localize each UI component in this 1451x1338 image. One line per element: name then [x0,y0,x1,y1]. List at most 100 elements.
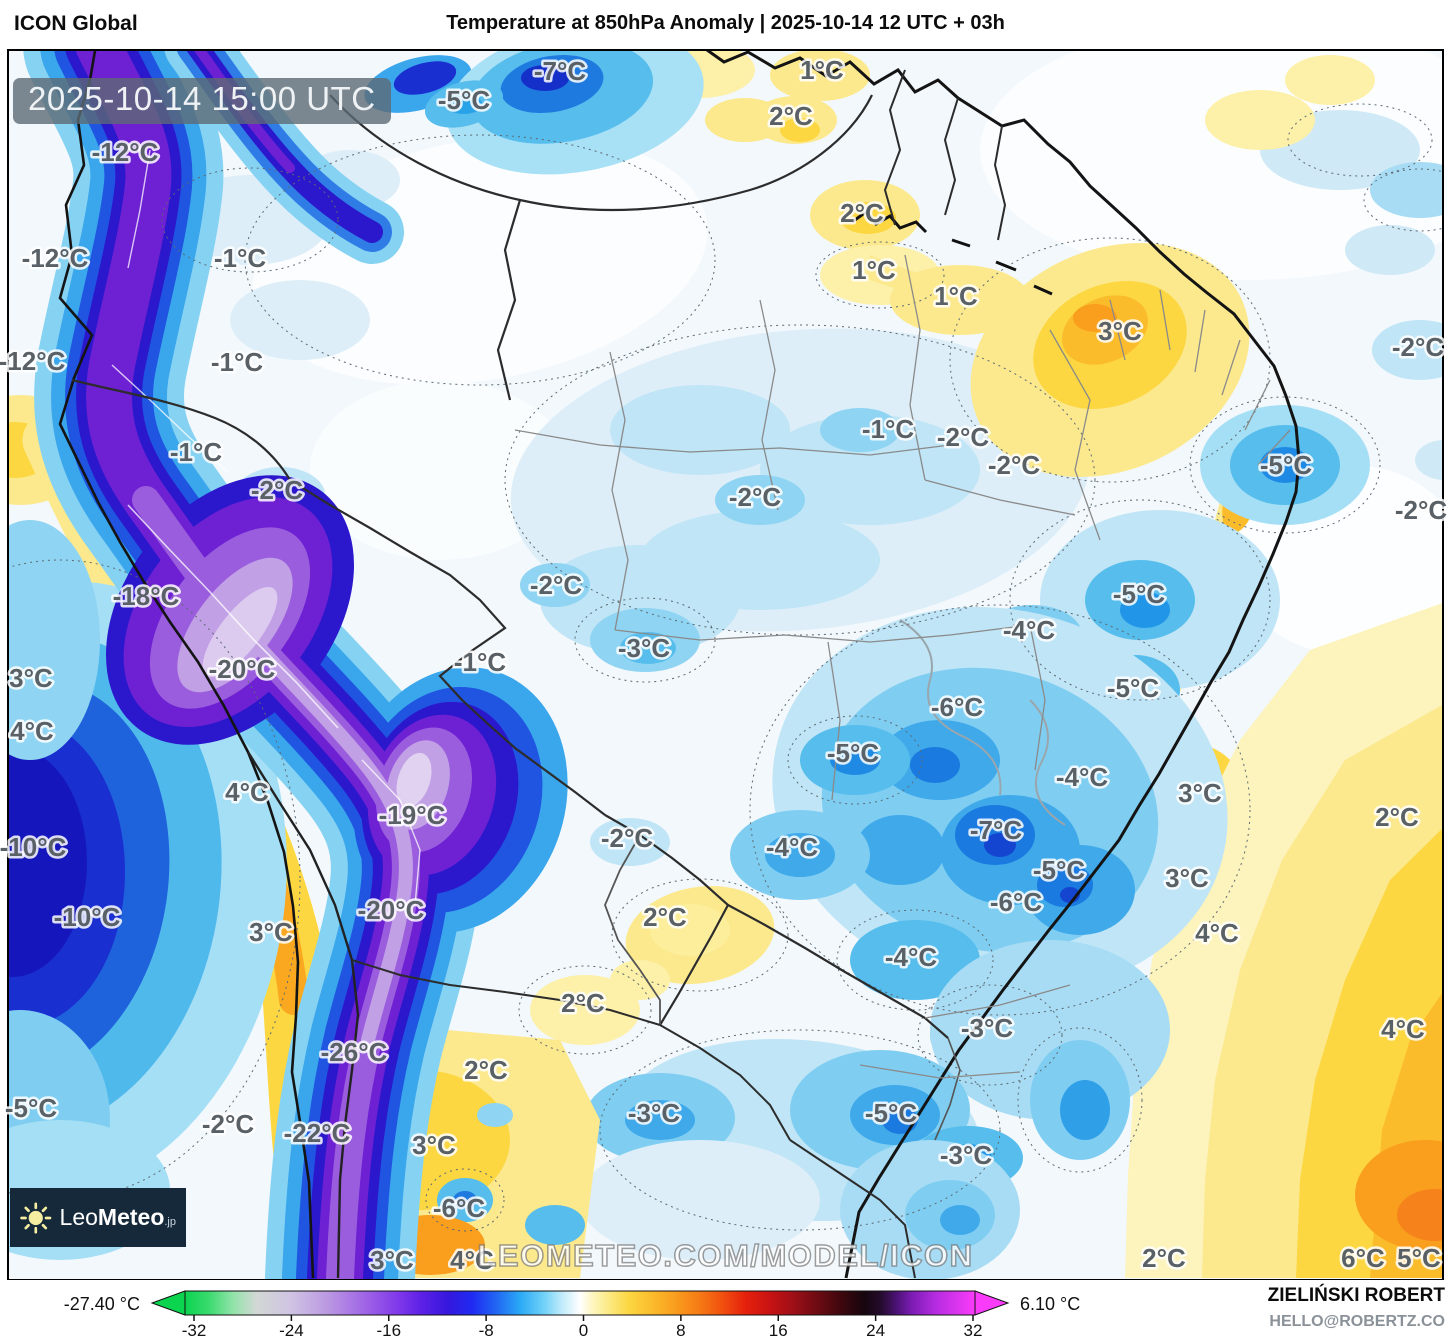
colorbar-min-label: -27.40 °C [64,1294,140,1314]
map-temp-label: 3°C [1178,778,1222,808]
map-temp-label: -5°C [865,1098,918,1128]
map-temp-label: 3°C [1165,863,1209,893]
map-temp-label: 3°C [412,1130,456,1160]
map-temp-label: -2°C [1392,332,1445,362]
map-temp-label: -12°C [92,137,159,167]
credit-author: ZIELIŃSKI ROBERT [1268,1284,1446,1306]
map-temp-label: 1°C [800,55,844,85]
map-frame [7,49,1444,1280]
map-temp-label: -3°C [961,1013,1014,1043]
map-temp-label: 4°C [1195,918,1239,948]
map-temp-label: -4°C [1056,762,1109,792]
map-temp-label: -2°C [202,1109,255,1139]
map-temp-label: -3°C [940,1140,993,1170]
colorbar-ticks: -32 -24 -16 -8 0 8 16 24 32 [182,1315,983,1338]
andes-cold-band [23,50,568,1280]
map-temp-label: 3°C [9,663,53,693]
logo-text: LeoMeteo.jp [59,1204,176,1230]
map-temp-label: -22°C [284,1118,351,1148]
colorbar-left-arrow [150,1290,186,1316]
map-temp-label: -1°C [170,437,223,467]
map-temp-label: 1°C [934,281,978,311]
map-temp-label: -12°C [0,346,66,376]
map-temp-label: 4°C [225,777,269,807]
colorbar-tick-label: -32 [182,1321,207,1338]
map-temp-label: -2°C [729,482,782,512]
header: ICON Global Temperature at 850hPa Anomal… [0,0,1451,46]
map-temp-label: -12°C [22,243,89,273]
map-temp-label: 2°C [840,198,884,228]
map-temp-label: -3°C [628,1098,681,1128]
colorbar-tick-label: 16 [769,1321,788,1338]
map-temp-label: 2°C [769,101,813,131]
map-temp-label: -5°C [1260,450,1313,480]
colorbar-gradient-bar [184,1290,976,1316]
map-temp-label: -4°C [1003,615,1056,645]
sun-icon [20,1201,52,1234]
map-temp-label: -5°C [5,1093,58,1123]
map-temp-label: -5°C [1107,673,1160,703]
map-temp-label: 2°C [561,988,605,1018]
anomaly-map: -12°C -7°C -5°C 1°C 2°C 2°C 1°C 1°C 3°C -2°C -12°C… [0,49,1450,1280]
map-temp-label: -7°C [970,815,1023,845]
map-temp-label: 2°C [1142,1243,1186,1273]
colorbar-tick-label: -24 [279,1321,304,1338]
colorbar-tick-label: -16 [376,1321,401,1338]
timestamp-overlay: 2025-10-14 15:00 UTC [13,78,391,124]
map-temp-label: -20°C [358,895,425,925]
map-temp-label: -7°C [534,56,587,86]
map-temp-label: 4°C [10,716,54,746]
map-temp-label: -10°C [54,902,121,932]
colorbar-tick-label: -8 [479,1321,494,1338]
map-temp-label: -2°C [601,823,654,853]
colorbar-footer: -32 -24 -16 -8 0 8 16 24 32 -27.40 °C 6.10 °C ZI… [64,1284,1446,1338]
map-fields [8,50,1443,1280]
map-temp-label: -6°C [433,1193,486,1223]
map-temp-label: -4°C [766,832,819,862]
map-temp-label: -2°C [1395,495,1448,525]
map-temp-label: -2°C [937,422,990,452]
map-temp-label: -26°C [321,1037,388,1067]
map-temp-label: 4°C [450,1245,494,1275]
contour-lines [8,103,1443,1232]
map-temp-label: -2°C [988,450,1041,480]
colorbar-tick-label: 24 [866,1321,885,1338]
map-temp-label: -20°C [209,654,276,684]
map-temp-label: 1°C [852,255,896,285]
temperature-labels: -12°C -7°C -5°C 1°C 2°C 2°C 1°C 1°C 3°C -2°C -12°C… [0,53,1450,1278]
map-temp-label: -6°C [931,692,984,722]
map-temp-label: -5°C [438,85,491,115]
map-temp-label: 3°C [1098,316,1142,346]
map-temp-label: 6°C [1341,1243,1385,1273]
map-temp-label: -4°C [885,942,938,972]
watermark: LEOMETEO.COM/MODEL/ICON [477,1237,974,1274]
borders [58,50,1301,1279]
map-temp-label: -19°C [379,800,446,830]
map-temp-label: -2°C [251,475,304,505]
map-temp-label: -1°C [862,414,915,444]
map-temp-label: -6°C [990,887,1043,917]
map-temp-label: -2°C [530,570,583,600]
map-temp-label: 3°C [249,917,293,947]
map-temp-label: -3°C [618,633,671,663]
map-temp-label: 2°C [643,902,687,932]
map-temp-label: -1°C [211,347,264,377]
map-temp-label: -1°C [454,647,507,677]
map-temp-label: -18°C [113,581,180,611]
map-temp-label: 5°C [1397,1243,1441,1273]
credit-email: HELLO@ROBERTZ.CO [1269,1313,1445,1330]
map-temp-label: -10°C [0,832,67,862]
map-temp-label: 2°C [464,1055,508,1085]
model-name: ICON Global [14,12,138,35]
map-temp-label: -5°C [1113,579,1166,609]
map-temp-label: 3°C [370,1245,414,1275]
colorbar-max-label: 6.10 °C [1020,1294,1080,1314]
map-temp-label: -1°C [214,243,267,273]
colorbar-tick-label: 0 [579,1321,588,1338]
colorbar-tick-label: 32 [964,1321,983,1338]
map-temp-label: 4°C [1381,1014,1425,1044]
map-temp-label: -5°C [1033,855,1086,885]
leometeo-logo: LeoMeteo.jp [10,1188,186,1247]
colorbar-tick-label: 8 [676,1321,685,1338]
